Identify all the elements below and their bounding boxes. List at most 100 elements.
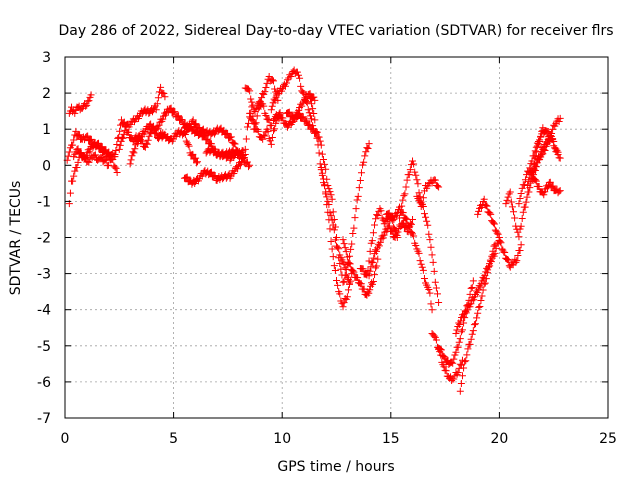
series-arc-31 <box>452 234 503 338</box>
data-point <box>300 97 308 105</box>
y-tick-label: -1 <box>37 194 51 210</box>
data-point <box>181 130 189 138</box>
data-point <box>525 188 533 196</box>
data-point <box>370 254 378 262</box>
data-point <box>313 128 321 136</box>
data-point <box>432 336 440 344</box>
data-point <box>470 321 478 329</box>
data-point <box>507 198 515 206</box>
data-point <box>539 124 547 132</box>
data-point <box>87 135 95 143</box>
data-point <box>306 121 314 129</box>
data-point <box>519 208 527 216</box>
data-point <box>356 176 364 184</box>
data-point <box>487 210 495 218</box>
data-point <box>162 111 170 119</box>
data-point <box>477 296 485 304</box>
data-point <box>476 283 484 291</box>
data-point <box>505 190 513 198</box>
y-tick-label: -4 <box>37 303 51 319</box>
data-point <box>85 148 93 156</box>
data-point <box>469 327 477 335</box>
data-point <box>427 300 435 308</box>
data-point <box>452 330 460 338</box>
data-point <box>496 238 504 246</box>
data-point <box>399 196 407 204</box>
data-point <box>433 290 441 298</box>
data-point <box>125 128 133 136</box>
data-point <box>551 144 559 152</box>
data-point <box>69 177 77 185</box>
data-point <box>159 115 167 123</box>
data-point <box>510 208 518 216</box>
data-point <box>283 79 291 87</box>
x-axis-label: GPS time / hours <box>277 459 394 475</box>
data-point <box>130 149 138 157</box>
data-point <box>410 160 418 168</box>
data-point <box>371 271 379 279</box>
data-point <box>339 278 347 286</box>
data-point <box>449 359 457 367</box>
data-point <box>160 89 168 97</box>
data-point <box>311 116 319 124</box>
data-point <box>540 191 548 199</box>
data-point <box>335 245 343 253</box>
data-point <box>368 237 376 245</box>
data-point <box>98 143 106 151</box>
data-point <box>376 238 384 246</box>
y-axis-label: SDTVAR / TECUs <box>8 181 24 296</box>
data-point <box>456 335 464 343</box>
data-point <box>343 253 351 261</box>
data-point <box>531 154 539 162</box>
data-point <box>500 248 508 256</box>
data-point <box>366 267 374 275</box>
data-point <box>239 154 247 162</box>
data-point <box>450 375 458 383</box>
data-point <box>281 82 289 90</box>
data-point <box>285 108 293 116</box>
data-point <box>325 185 333 193</box>
data-point <box>419 194 427 202</box>
data-point <box>267 106 275 114</box>
data-point <box>521 176 529 184</box>
data-point <box>417 260 425 268</box>
data-point <box>154 94 162 102</box>
data-point <box>429 258 437 266</box>
data-point <box>355 184 363 192</box>
data-point <box>543 184 551 192</box>
data-point <box>313 134 321 142</box>
data-point <box>334 281 342 289</box>
data-point <box>352 205 360 213</box>
data-point <box>373 247 381 255</box>
data-point <box>494 230 502 238</box>
data-point <box>314 141 322 149</box>
data-point <box>297 82 305 90</box>
data-point <box>87 91 95 99</box>
data-point <box>475 303 483 311</box>
data-point <box>385 209 393 217</box>
series-arc-27 <box>413 176 443 210</box>
data-point <box>380 231 388 239</box>
data-point <box>317 163 325 171</box>
data-point <box>357 280 365 288</box>
data-point <box>296 109 304 117</box>
data-point <box>513 257 521 265</box>
data-point <box>193 158 201 166</box>
data-point <box>555 117 563 125</box>
data-point <box>354 274 362 282</box>
data-point <box>312 128 320 136</box>
data-point <box>104 161 112 169</box>
data-point <box>522 198 530 206</box>
data-point <box>328 195 336 203</box>
data-point <box>533 142 541 150</box>
data-point <box>454 343 462 351</box>
data-point <box>309 105 317 113</box>
data-point <box>532 177 540 185</box>
data-point <box>330 262 338 270</box>
data-point <box>267 140 275 148</box>
data-point <box>531 147 539 155</box>
data-point <box>322 188 330 196</box>
series-arc-08 <box>154 127 201 167</box>
data-point <box>91 151 99 159</box>
data-point <box>521 203 529 211</box>
